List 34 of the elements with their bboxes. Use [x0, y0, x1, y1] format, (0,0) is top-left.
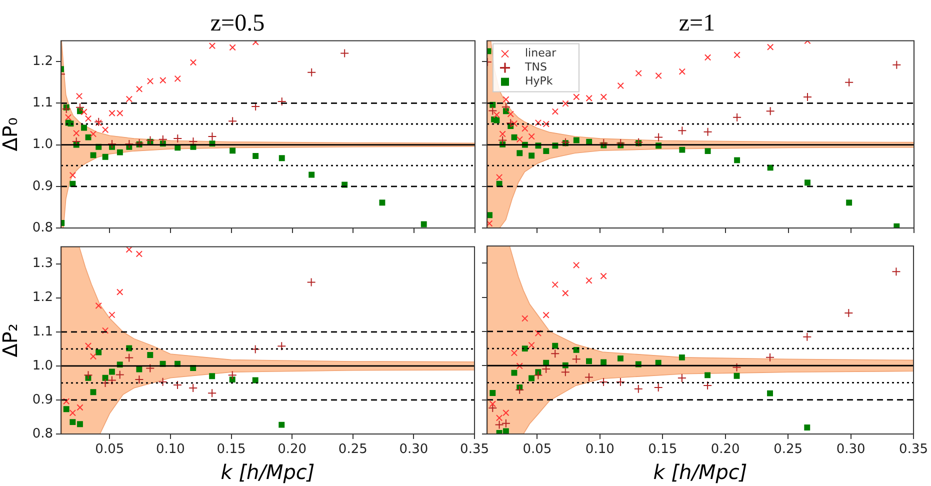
x-tick-label: 0.20 — [278, 442, 307, 458]
y-tick-label: 1.2 — [32, 54, 53, 69]
y-tick-label: 1.1 — [32, 324, 53, 340]
y-tick-label: 0.9 — [32, 392, 53, 408]
x-tick-label: 0.15 — [216, 442, 246, 458]
x-tick-label: 0.25 — [774, 442, 803, 458]
x-tick-label: 0.25 — [338, 442, 368, 458]
chart-title: z=0.5 — [210, 10, 265, 37]
legend-label: HyPk — [525, 74, 554, 88]
y-tick-label: 1.3 — [32, 256, 53, 272]
y-tick-label: 0.8 — [32, 426, 53, 442]
y-tick-label: 1.0 — [32, 137, 53, 152]
x-tick-label: 0.10 — [585, 442, 614, 458]
x-tick-label: 0.05 — [95, 442, 124, 458]
x-tick-label: 0.35 — [460, 442, 490, 458]
y-tick-label: 0.8 — [32, 220, 53, 236]
x-tick-label: 0.15 — [648, 442, 678, 458]
y-tick-label: 1.2 — [32, 290, 53, 306]
legend-label: linear — [525, 46, 557, 60]
x-tick-label: 0.05 — [522, 442, 552, 458]
x-axis-title: k [h/Mpc] — [220, 460, 315, 484]
legend-label: TNS — [524, 60, 547, 74]
y-axis-title: ΔP₂ — [0, 324, 22, 358]
x-axis-title: k [h/Mpc] — [653, 460, 748, 484]
x-tick-label: 0.20 — [710, 442, 740, 458]
x-tick-label: 0.10 — [156, 442, 185, 458]
x-tick-label: 0.35 — [899, 442, 928, 458]
y-axis-title: ΔP₀ — [0, 118, 22, 152]
y-tick-label: 1.1 — [32, 96, 53, 111]
x-tick-label: 0.30 — [399, 442, 428, 458]
y-tick-label: 0.9 — [32, 178, 53, 194]
chart-title: z=1 — [678, 10, 716, 37]
y-tick-label: 1.0 — [32, 358, 53, 374]
x-tick-label: 0.30 — [836, 442, 866, 458]
